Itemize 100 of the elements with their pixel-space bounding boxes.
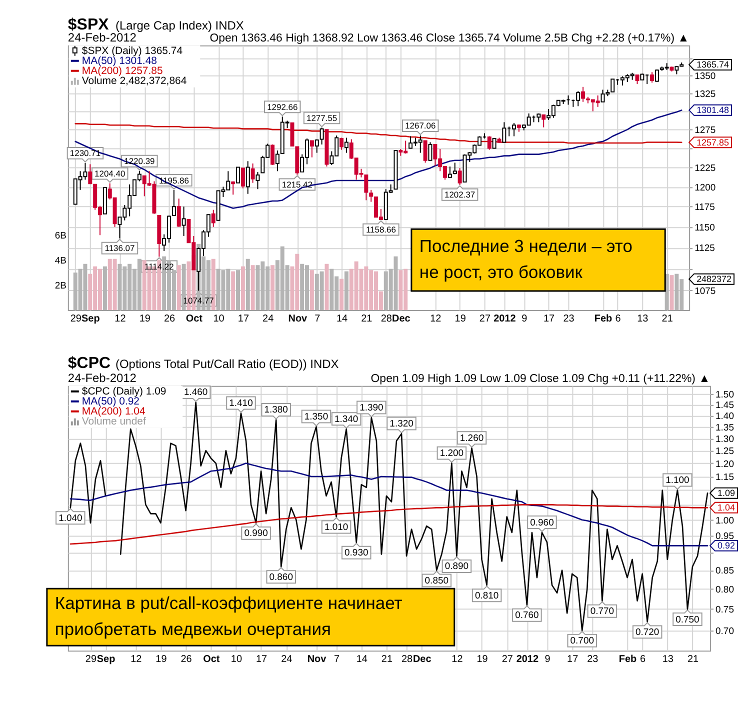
annotation: Картина в put/call-коэффициенте начинает приобретать медвежьи очертания xyxy=(54,593,402,640)
candlestick xyxy=(487,136,492,150)
x-tick-label: 17 xyxy=(543,314,556,325)
candlestick xyxy=(314,138,319,154)
data-label: 1.200 xyxy=(440,448,464,460)
x-tick-label: 14 xyxy=(336,314,348,325)
x-tick-label: 14 xyxy=(356,654,368,666)
data-label: 0.860 xyxy=(269,572,293,583)
x-tick-label: 28 xyxy=(401,654,414,666)
annotation: 1267.06 xyxy=(405,120,436,131)
data-label: 0.850 xyxy=(424,575,448,586)
x-tick-label: 6 xyxy=(640,654,646,666)
y-tick-label: 0.70 xyxy=(716,626,734,637)
candlestick xyxy=(650,72,654,84)
data-label: 1.010 xyxy=(324,522,348,533)
legend-label: $CPC (Daily) 1.09 xyxy=(82,386,166,398)
y-tick-label: 1.30 xyxy=(716,434,734,445)
data-label: 1.320 xyxy=(390,418,414,430)
text: Open 1363.46 High 1368.92 Low 1363.46 Close 1365.74 Volume 2.5B Chg +2.28 (+0.17%) ▲ xyxy=(210,32,690,44)
annotation: 1136.07 xyxy=(104,243,136,254)
x-tick-label: 17 xyxy=(567,654,579,666)
annotation: 1230.71 xyxy=(70,148,101,158)
candlestick xyxy=(256,171,260,190)
legend-label: Volume 2,482,372,864 xyxy=(82,76,187,87)
candlestick xyxy=(458,168,462,186)
data-label: 1.460 xyxy=(184,387,208,398)
data-label: 1.340 xyxy=(334,414,358,425)
x-tick-label: 21 xyxy=(687,654,699,666)
x-tick-label: 29 xyxy=(85,654,97,666)
data-label: 0.770 xyxy=(590,606,614,618)
x-tick-label: 23 xyxy=(587,654,599,666)
candlestick xyxy=(448,166,452,178)
data-label: 1301.48 xyxy=(696,105,729,116)
candlestick xyxy=(182,206,186,236)
candlestick xyxy=(88,164,92,184)
x-tick-label: 19 xyxy=(454,314,466,325)
candlestick xyxy=(310,140,314,158)
data-label: 1.410 xyxy=(229,398,253,410)
data-label: 1.100 xyxy=(666,475,690,486)
x-tick-label: Dec xyxy=(412,654,432,666)
annotation: 1292.66 xyxy=(267,102,298,112)
x-tick-label: Feb xyxy=(618,654,637,666)
legend-label: MA(50) 0.92 xyxy=(82,396,140,408)
y-tick-label: 1.20 xyxy=(716,458,734,470)
annotation: 1204.40 xyxy=(94,168,126,179)
y-tick-label: 1.50 xyxy=(716,390,734,401)
y-tick-label: 1.35 xyxy=(716,422,734,434)
data-label: 1.390 xyxy=(360,402,384,414)
candlestick xyxy=(428,142,432,161)
candlestick xyxy=(246,160,250,194)
candlestick xyxy=(452,162,457,175)
x-tick-label: Feb xyxy=(594,314,612,325)
y-tick-label: 1125 xyxy=(694,243,715,254)
candlestick xyxy=(236,166,240,184)
annotation: 1215.42 xyxy=(282,179,313,190)
data-label: 0.810 xyxy=(474,590,499,602)
data-label: 1257.85 xyxy=(696,137,729,148)
x-tick-label: 29 xyxy=(70,314,82,325)
y-tick-label: 1.25 xyxy=(716,446,734,458)
x-tick-label: 19 xyxy=(476,654,488,666)
data-label: 1.09 xyxy=(718,488,736,498)
x-tick-label: 24 xyxy=(262,314,274,325)
data-label: 0.700 xyxy=(570,636,594,647)
x-tick-label: 21 xyxy=(662,314,674,325)
x-tick-label: Sep xyxy=(96,654,116,666)
x-tick-label: Sep xyxy=(82,314,100,325)
annotation: 1158.66 xyxy=(366,224,396,235)
x-tick-label: 13 xyxy=(637,314,649,325)
legend-label: MA(50) 1301.48 xyxy=(82,56,158,67)
chart-title: $CPC (Options Total Put/Call Ratio (EOD)) INDX xyxy=(68,354,339,372)
x-tick-label: 26 xyxy=(180,654,192,666)
x-tick-label: 19 xyxy=(139,314,151,325)
candlestick xyxy=(176,198,181,228)
x-tick-label: 27 xyxy=(502,654,514,666)
x-tick-label: 21 xyxy=(381,654,393,666)
y-tick-label: 0.80 xyxy=(716,584,734,596)
y-tick-label: 1350 xyxy=(694,71,716,82)
data-label: 0.720 xyxy=(635,626,660,638)
annotation: Последние 3 недели – это не рост, это боковик xyxy=(419,236,632,282)
legend-label: MA(200) 1257.85 xyxy=(82,66,163,77)
candlestick xyxy=(250,162,255,184)
legend-label: $SPX (Daily) 1365.74 xyxy=(82,46,183,57)
candlestick xyxy=(344,137,348,154)
x-tick-label: Oct xyxy=(203,654,220,666)
x-tick-label: 2012 xyxy=(494,314,516,325)
x-tick-label: Dec xyxy=(392,314,411,325)
chart-title: $SPX (Large Cap Index) INDX xyxy=(68,16,244,34)
x-tick-label: 2012 xyxy=(516,654,539,666)
candlestick xyxy=(340,137,344,150)
x-tick-label: 10 xyxy=(213,314,225,325)
x-tick-label: 13 xyxy=(662,654,674,666)
data-label: 0.92 xyxy=(718,540,736,551)
x-tick-label: 12 xyxy=(452,654,464,666)
annotation: 1202.37 xyxy=(444,190,476,200)
y-tick-label: 1.15 xyxy=(716,472,734,483)
y-tick-label: 1275 xyxy=(694,125,716,136)
annotation: 1114.22 xyxy=(144,261,174,272)
x-tick-label: Oct xyxy=(186,314,204,325)
x-tick-label: Nov xyxy=(307,654,327,666)
x-tick-label: 27 xyxy=(479,314,491,325)
